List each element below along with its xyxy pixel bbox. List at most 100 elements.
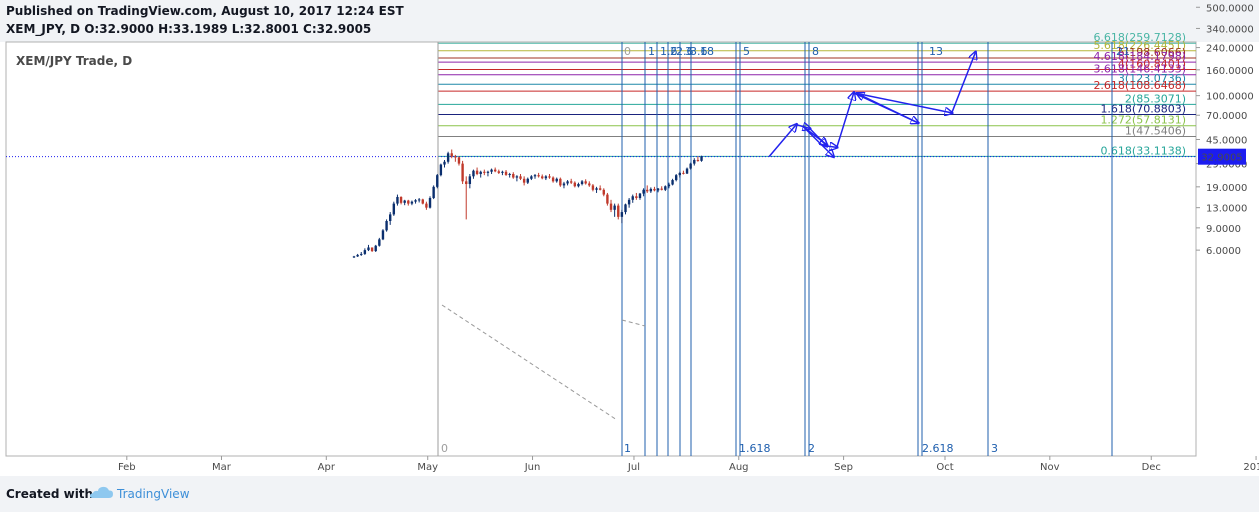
candle-body <box>468 176 472 185</box>
projection-arrow <box>768 125 796 158</box>
candle-body <box>504 171 508 175</box>
time-zone-top-label: 1 <box>648 45 655 58</box>
candle-body <box>360 253 363 255</box>
time-zone-top-label: 21 <box>1116 45 1130 58</box>
chart-area[interactable]: 6.618(259.7128)5.618(226.4451)5(198.6066… <box>0 0 1259 476</box>
candle-body <box>378 239 381 246</box>
fib-level-label: 4.618(184.1798) <box>1093 50 1186 63</box>
time-zone-top-label: 0 <box>624 45 631 58</box>
candle-body <box>475 170 479 175</box>
time-tick-label: Jun <box>524 462 541 473</box>
fib-level-label: 2(85.3071) <box>1125 92 1186 105</box>
candle-body <box>367 247 370 251</box>
candle-body <box>682 172 685 174</box>
time-tick-label: Mar <box>212 462 232 473</box>
price-tick-label: 19.0000 <box>1206 183 1247 194</box>
candle-body <box>497 171 500 173</box>
candle-body <box>674 175 678 181</box>
candle-body <box>414 200 417 202</box>
candle-body <box>522 178 526 183</box>
candle-body <box>678 172 681 176</box>
candle-body <box>588 183 591 186</box>
candle-body <box>544 176 548 179</box>
candle-body <box>609 203 613 210</box>
plot-frame <box>5 41 1197 457</box>
time-tick-label: May <box>417 462 438 473</box>
tradingview-logo-icon <box>89 486 113 498</box>
candle-body <box>689 163 692 169</box>
candle-body <box>443 161 446 165</box>
candle-body <box>389 214 392 221</box>
candle-body <box>595 188 598 190</box>
candle-body <box>624 204 627 213</box>
time-zone-top-label: 2.6 <box>676 45 694 58</box>
candle-body <box>584 181 587 184</box>
price-tick-label: 100.0000 <box>1206 92 1254 103</box>
price-tick-label: 6.0000 <box>1206 246 1241 257</box>
candle-body <box>381 230 385 240</box>
candle-body <box>479 171 482 175</box>
time-zone-top-label: 1.6 <box>660 45 678 58</box>
candle-body <box>446 153 450 162</box>
candle-body <box>598 188 602 190</box>
candle-body <box>671 180 674 185</box>
ohlc-line: XEM_JPY, D O:32.9000 H:33.1989 L:32.8001… <box>6 22 372 36</box>
candle-body <box>635 196 638 199</box>
candle-body <box>454 156 457 158</box>
candle-body <box>627 199 631 205</box>
candle-body <box>512 174 515 178</box>
candle-body <box>573 182 577 187</box>
candle-body <box>551 177 555 182</box>
candle-body <box>541 176 544 179</box>
candle-body <box>501 171 504 173</box>
time-tick-label: Aug <box>729 462 749 473</box>
price-tick-label: 45.0000 <box>1206 135 1247 146</box>
time-tick-label: Oct <box>936 462 953 473</box>
time-tick-label: Apr <box>318 462 336 473</box>
candle-body <box>352 256 356 258</box>
time-zone-top-label: 13 <box>929 45 943 58</box>
candle-body <box>555 178 558 182</box>
candle-body <box>526 178 529 183</box>
candle-body <box>461 163 464 182</box>
candle-body <box>580 181 584 185</box>
candle-body <box>667 184 671 187</box>
price-axis[interactable]: 800.0000500.0000340.0000240.0000160.0000… <box>1196 0 1254 257</box>
trend-line <box>621 319 646 327</box>
fib-level-label: 5(198.6066) <box>1118 46 1186 59</box>
fib-level-label: 5.618(226.4451) <box>1093 39 1186 52</box>
projection-arrow <box>951 52 976 114</box>
time-zone-top-label: 3 <box>685 45 692 58</box>
candle-body <box>631 196 634 200</box>
candle-body <box>486 171 490 173</box>
candle-body <box>649 188 653 192</box>
fib-level-label: 4(160.8401) <box>1118 58 1186 71</box>
fib-level-label: 1(47.5406) <box>1125 124 1186 137</box>
candle-body <box>591 185 595 190</box>
projection-arrows <box>768 52 976 158</box>
candle-body <box>508 174 511 176</box>
candle-body <box>407 200 410 204</box>
time-zone-top-label: 18 <box>700 45 714 58</box>
candle-body <box>660 188 663 190</box>
projection-arrow <box>857 93 919 124</box>
candle-body <box>613 205 616 210</box>
fib-level-label: 6.618(259.7128) <box>1093 31 1186 44</box>
time-axis[interactable]: Feb Mar Apr May Jun Jul Aug Sep Oct Nov Dec 2018 <box>118 456 1259 473</box>
fib-level-label: 3(123.0736) <box>1118 72 1186 85</box>
candle-body <box>410 201 414 204</box>
last-price-value: 32.9005 <box>1201 153 1242 164</box>
candle-body <box>457 157 461 164</box>
price-tick-label: 13.0000 <box>1206 204 1247 215</box>
candle-body <box>374 245 377 252</box>
candle-body <box>700 156 703 161</box>
candle-body <box>537 175 540 177</box>
candle-body <box>664 186 667 190</box>
candle-body <box>472 170 475 177</box>
candle-body <box>620 212 624 217</box>
created-with-label: Created with <box>6 487 94 501</box>
candle-body <box>432 186 435 199</box>
tradingview-brand-link[interactable]: TradingView <box>117 487 190 501</box>
chart-title: XEM/JPY Trade, D <box>16 54 132 68</box>
candle-body <box>399 196 403 203</box>
